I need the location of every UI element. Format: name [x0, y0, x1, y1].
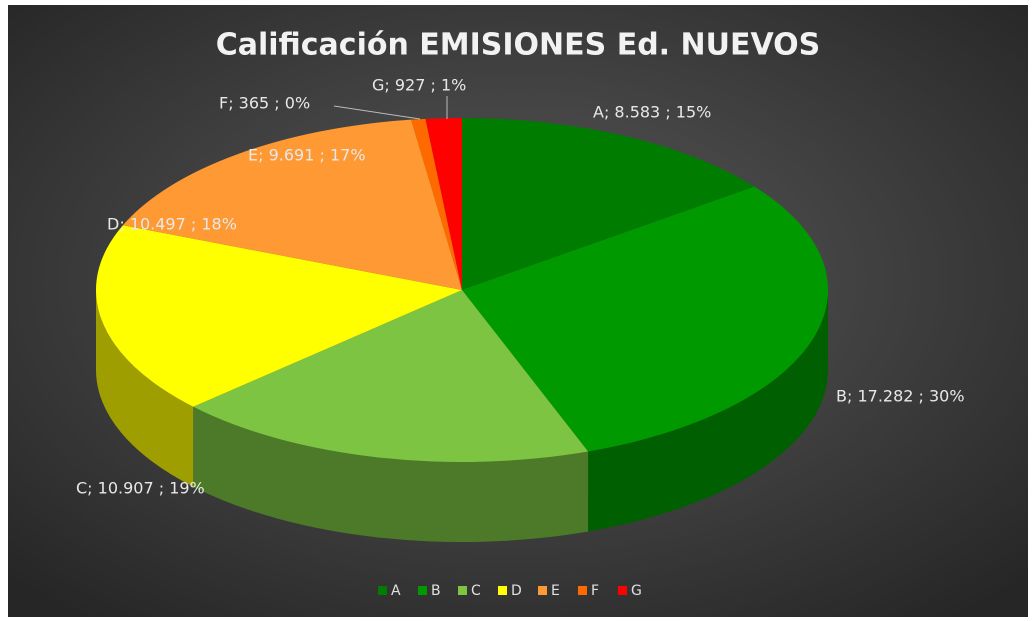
- data-label: G; 927 ; 1%: [372, 76, 466, 95]
- slice: [462, 118, 755, 290]
- legend-label: C: [471, 583, 481, 599]
- data-label: F; 365 ; 0%: [219, 94, 310, 113]
- slice: [425, 118, 462, 290]
- leader-line: [333, 105, 421, 120]
- legend-swatch: [498, 586, 507, 595]
- slice-side: [96, 290, 194, 487]
- legend-swatch: [538, 586, 547, 595]
- slice-side: [193, 406, 589, 542]
- data-label: E; 9.691 ; 17%: [248, 146, 366, 165]
- legend-swatch: [378, 586, 387, 595]
- legend-label: F: [591, 583, 599, 599]
- slice: [462, 186, 828, 452]
- legend-label: G: [631, 583, 642, 599]
- slice: [411, 118, 462, 291]
- data-label: C; 10.907 ; 19%: [76, 479, 205, 498]
- slice: [122, 119, 462, 290]
- legend-label: B: [431, 583, 441, 599]
- slice-side: [588, 290, 828, 532]
- legend-swatch: [578, 586, 587, 595]
- chart-title: Calificación EMISIONES Ed. NUEVOS: [216, 28, 821, 63]
- legend-label: E: [551, 583, 560, 599]
- data-label: D; 10.497 ; 18%: [107, 215, 237, 234]
- legend-label: A: [391, 583, 401, 599]
- data-label: B; 17.282 ; 30%: [836, 387, 965, 406]
- legend-swatch: [418, 586, 427, 595]
- legend-swatch: [458, 586, 467, 595]
- slice: [193, 290, 589, 462]
- slice: [95, 225, 462, 407]
- legend-label: D: [511, 583, 522, 599]
- legend-swatch: [618, 586, 627, 595]
- data-label: A; 8.583 ; 15%: [593, 103, 711, 122]
